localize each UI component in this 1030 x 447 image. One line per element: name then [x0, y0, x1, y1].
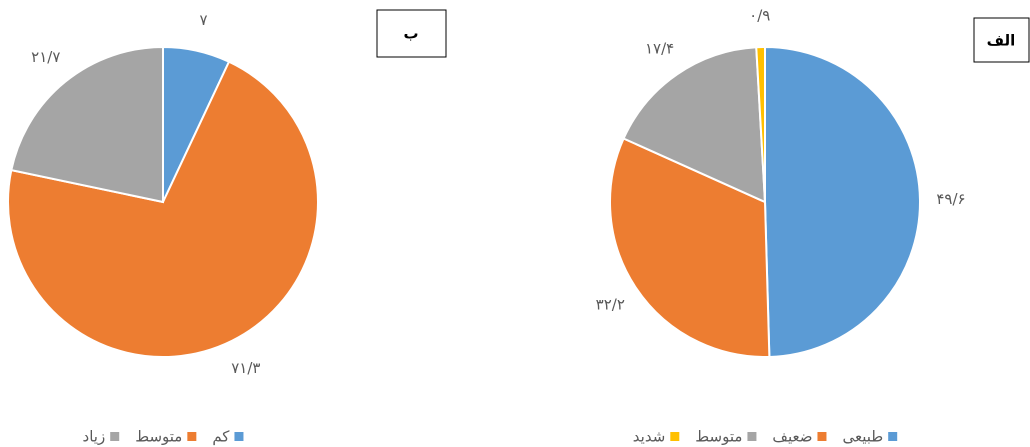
legend-swatch: [110, 432, 120, 441]
legend-label: زیاد: [83, 428, 106, 446]
legend-label: متوسط: [135, 428, 182, 446]
pie-slice: [7, 60, 319, 358]
legend-label: ضعیف: [772, 428, 812, 446]
legend-swatch: [817, 432, 827, 441]
legend-label: متوسط: [695, 428, 742, 446]
legend-label: طبیعی: [842, 428, 883, 446]
legend-label: شدید: [633, 428, 666, 446]
data-label: ۳۲/۲: [596, 296, 625, 314]
legend-swatch: [187, 432, 197, 441]
pie-slice: [622, 46, 767, 204]
chart-title: الف: [987, 32, 1016, 50]
data-label: ۰/۹: [749, 7, 770, 25]
data-label: ۷۱/۳: [231, 359, 260, 377]
legend-swatch: [670, 432, 680, 441]
legend-label: کم: [212, 428, 230, 446]
data-label: ۷: [200, 11, 208, 29]
data-label: ۱۷/۴: [645, 39, 674, 57]
legend-swatch: [234, 432, 244, 441]
pie-slice: [764, 45, 921, 358]
legend-swatch: [888, 432, 898, 441]
pie-slice: [609, 137, 771, 358]
data-label: ۲۱/۷: [31, 48, 60, 66]
pie-slice: [10, 45, 164, 204]
data-label: ۴۹/۶: [936, 190, 965, 208]
title-box: [376, 9, 447, 58]
title-box: [973, 17, 1030, 63]
legend-swatch: [747, 432, 757, 441]
chart-title: ب: [403, 25, 418, 43]
pie-slice: [755, 45, 766, 203]
